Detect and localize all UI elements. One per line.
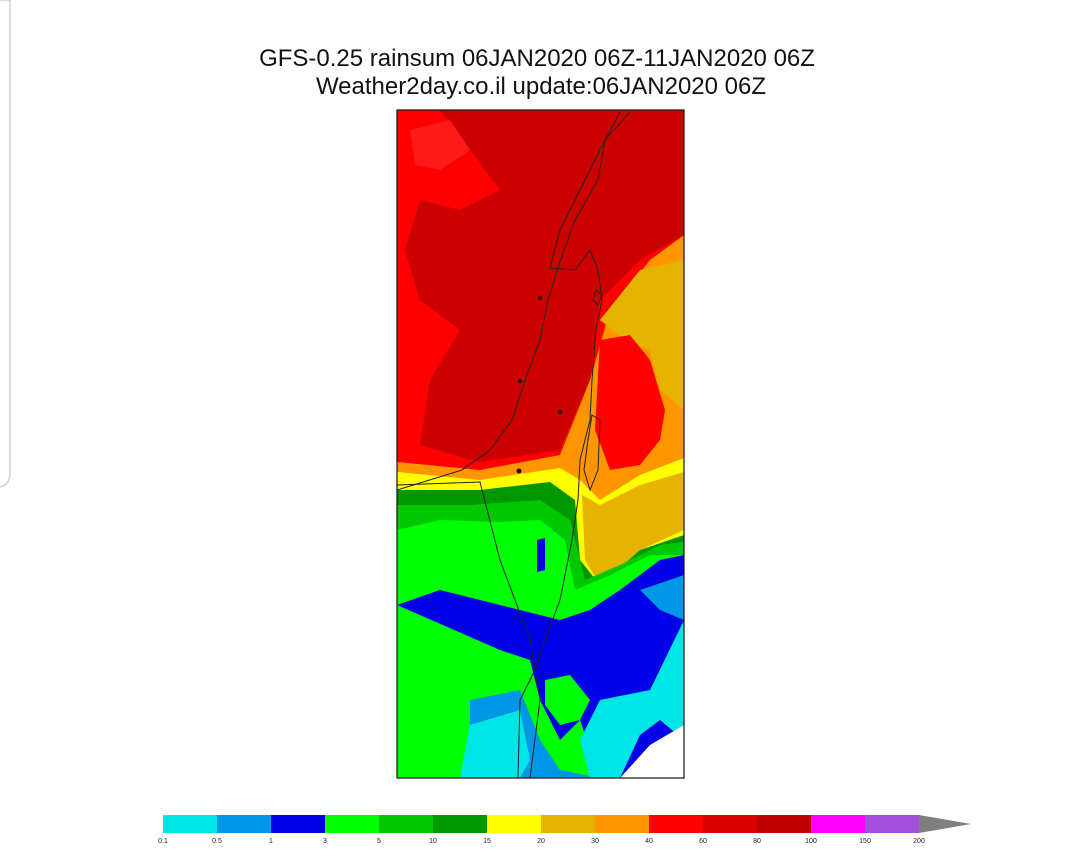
colorbar-segment xyxy=(217,815,272,833)
colorbar-label: 30 xyxy=(591,838,599,845)
precipitation-map xyxy=(397,110,684,778)
title-line: GFS-0.25 rainsum 06JAN2020 06Z-11JAN2020… xyxy=(259,45,815,72)
colorbar-label: 200 xyxy=(913,838,925,845)
colorbar-segment xyxy=(649,815,704,833)
colorbar-segment xyxy=(163,815,218,833)
colorbar-segment xyxy=(865,815,920,833)
colorbar-label: 15 xyxy=(483,838,491,845)
colorbar-segment xyxy=(757,815,812,833)
colorbar-label: 150 xyxy=(859,838,871,845)
colorbar-segment xyxy=(811,815,866,833)
colorbar-label: 20 xyxy=(537,838,545,845)
colorbar-segment xyxy=(379,815,434,833)
colorbar-label: 60 xyxy=(699,838,707,845)
colorbar: 0.1 0.5 1 3 5 10 15 20 30 40 60 80 100 150 200 xyxy=(158,815,971,845)
colorbar-segment xyxy=(595,815,650,833)
colorbar-label: 5 xyxy=(377,838,381,845)
colorbar-label: 10 xyxy=(429,838,437,845)
colorbar-label: 80 xyxy=(753,838,761,845)
colorbar-segment xyxy=(433,815,488,833)
colorbar-label: 100 xyxy=(805,838,817,845)
colorbar-segment xyxy=(271,815,326,833)
colorbar-segment xyxy=(703,815,758,833)
colorbar-segment xyxy=(487,815,542,833)
colorbar-label: 0.5 xyxy=(212,838,222,845)
colorbar-label: 1 xyxy=(269,838,273,845)
title-line: Weather2day.co.il update:06JAN2020 06Z xyxy=(316,73,766,100)
colorbar-extension xyxy=(919,815,971,833)
colorbar-label: 0.1 xyxy=(158,838,168,845)
colorbar-label: 3 xyxy=(323,838,327,845)
side-panel-edge xyxy=(0,0,11,488)
colorbar-segment xyxy=(541,815,596,833)
colorbar-label: 40 xyxy=(645,838,653,845)
map-frame xyxy=(396,109,685,779)
colorbar-segment xyxy=(325,815,380,833)
